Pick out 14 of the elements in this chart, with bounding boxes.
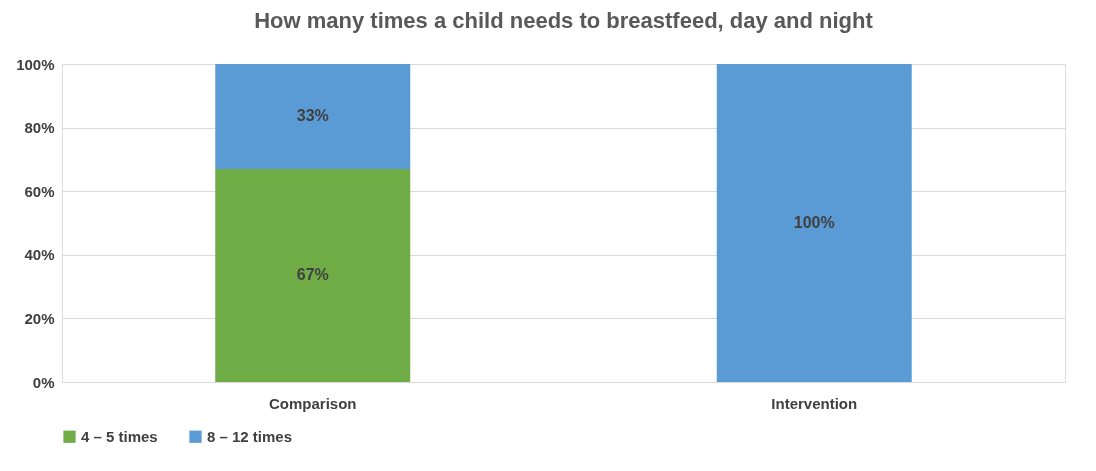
data-label: 33% [296, 107, 329, 125]
legend-label: 4 – 5 times [81, 427, 158, 445]
y-tick-label: 100% [16, 55, 55, 73]
x-tick-label: Comparison [268, 394, 357, 412]
y-tick-label: 0% [32, 373, 55, 391]
y-tick-label: 60% [24, 182, 55, 200]
chart-title: How many times a child needs to breastfeed, day and night [254, 8, 874, 33]
y-tick-label: 20% [24, 309, 55, 327]
data-label: 100% [793, 214, 835, 231]
legend-label: 8 – 12 times [207, 427, 293, 445]
x-tick-label: Intervention [771, 394, 858, 412]
y-tick-label: 40% [24, 246, 55, 264]
y-tick-label: 80% [24, 119, 55, 137]
data-label: 67% [296, 266, 329, 284]
